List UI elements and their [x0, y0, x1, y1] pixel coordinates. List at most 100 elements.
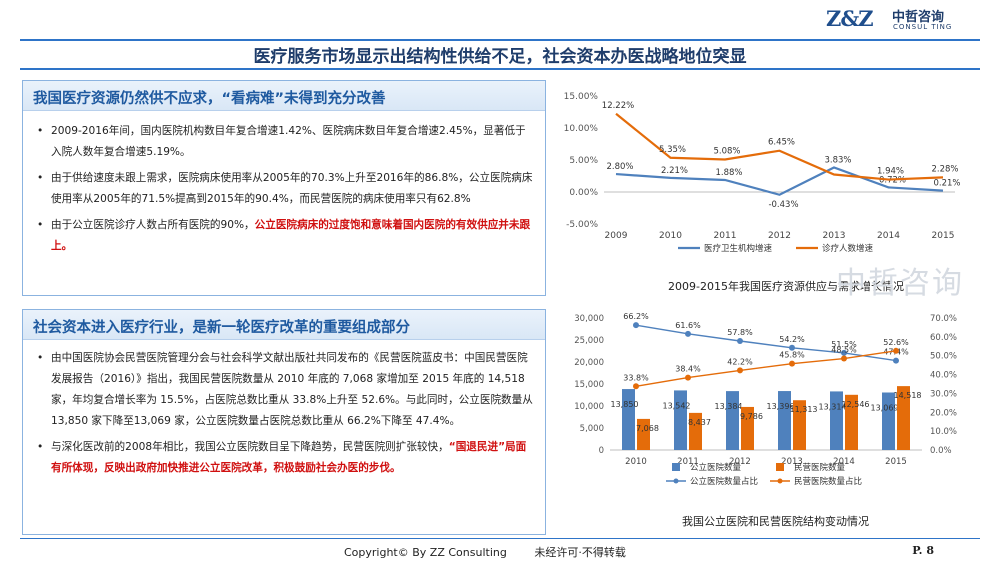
- section-social-capital: 社会资本进入医疗行业，是新一轮医疗改革的重要组成部分 由中国医院协会民营医院管理…: [22, 309, 546, 535]
- bullet-text: 与深化医改前的2008年相比，我国公立医院数目呈下降趋势，民营医院则扩张较快，: [51, 441, 449, 453]
- public-hospital-bar: [726, 391, 739, 450]
- share-value-label: 42.2%: [727, 357, 753, 366]
- share-point: [893, 357, 899, 364]
- bullet-list: 由中国医院协会民营医院管理分会与社会科学文献出版社共同发布的《民营医院蓝皮书：中…: [37, 348, 535, 484]
- share-value-label: 33.8%: [623, 373, 649, 382]
- share-value-label: 51.5%: [831, 340, 857, 349]
- share-value-label: 54.2%: [779, 335, 805, 344]
- bullet-highlight: “国退民进”局面有所体现，反映出政府加快推进公立医院改革，积极鼓励社会办医的步伐…: [51, 441, 527, 474]
- x-tick-label: 2014: [877, 231, 900, 241]
- footer: Copyright© By ZZ Consulting 未经许可·不得转载: [344, 544, 626, 560]
- bar-value-label: 11,313: [790, 405, 818, 414]
- y-tick-label: 25,000: [574, 336, 604, 346]
- share-value-label: 38.4%: [675, 365, 701, 374]
- growth-line-chart: 15.00% 10.00% 5.00% 0.00% -5.00% 2009 2010 2011…: [560, 84, 980, 269]
- bar-value-label: 13,069: [871, 403, 899, 412]
- copyright: Copyright© By ZZ Consulting: [344, 546, 507, 559]
- x-tick-label: 2010: [659, 231, 682, 241]
- private-hospital-bar: [897, 386, 910, 450]
- bar-value-label: 13,396: [767, 402, 795, 411]
- legend-label: 公立医院数量: [690, 462, 742, 473]
- y2-tick-label: 40.0%: [930, 371, 957, 381]
- y2-tick-label: 70.0%: [930, 314, 957, 324]
- bar-value-label: 13,384: [715, 402, 743, 411]
- public-share-line: [635, 324, 897, 362]
- data-label: 3.83%: [824, 155, 851, 165]
- footer-divider: [20, 538, 980, 539]
- y-tick-label: 15,000: [574, 380, 604, 390]
- y2-tick-label: 60.0%: [930, 333, 957, 343]
- data-label: 5.35%: [659, 145, 686, 155]
- bar-value-label: 9,786: [740, 412, 763, 421]
- y-tick-label: 15.00%: [564, 92, 599, 102]
- share-point: [633, 383, 639, 390]
- bullet-item: 由于公立医院诊疗人数占所有医院的90%，公立医院病床的过度饱和意味着国内医院的有…: [37, 215, 535, 257]
- data-label: 2.80%: [606, 162, 633, 172]
- x-tick-label: 2012: [729, 457, 751, 467]
- copy-notice: 未经许可·不得转载: [534, 546, 626, 559]
- bullet-item: 由中国医院协会民营医院管理分会与社会科学文献出版社共同发布的《民营医院蓝皮书：中…: [37, 348, 535, 432]
- bullet-text: 由于公立医院诊疗人数占所有医院的90%，: [51, 219, 255, 231]
- private-hospital-bar: [845, 394, 858, 450]
- x-tick-label: 2015: [885, 457, 907, 467]
- y-tick-label: 10,000: [574, 402, 604, 412]
- bullet-text: 2009-2016年间，国内医院机构数目年复合增速1.42%、医院病床数目年复合…: [51, 125, 526, 158]
- data-label: -0.43%: [768, 200, 798, 210]
- share-value-label: 61.6%: [675, 321, 701, 330]
- share-point: [893, 347, 899, 354]
- chart-caption: 我国公立医院和民营医院结构变动情况: [682, 515, 869, 528]
- share-point: [841, 355, 847, 362]
- bar-value-label: 7,068: [636, 424, 659, 433]
- section-heading: 我国医疗资源仍然供不应求，“看病难”未得到充分改善: [33, 91, 386, 107]
- data-label: 2.21%: [661, 166, 688, 176]
- y-tick-label: 0.00%: [569, 188, 598, 198]
- section-heading-bar: 我国医疗资源仍然供不应求，“看病难”未得到充分改善: [23, 81, 545, 111]
- public-hospital-bar: [622, 389, 635, 450]
- private-hospital-bar: [637, 418, 650, 450]
- legend-label: 民营医院数量: [794, 462, 846, 473]
- public-hospital-bar: [674, 390, 687, 450]
- bar-value-label: 12,546: [842, 400, 870, 409]
- page-title: 医疗服务市场显示出结构性供给不足，社会资本办医战略地位突显: [253, 47, 747, 67]
- brand-mark: Z&Z: [826, 6, 874, 31]
- public-hospital-bar: [882, 392, 895, 450]
- y-tick-label: 10.00%: [564, 124, 599, 134]
- bar-value-label: 8,437: [688, 418, 711, 427]
- private-share-line: [635, 350, 897, 387]
- bullet-list: 2009-2016年间，国内医院机构数目年复合增速1.42%、医院病床数目年复合…: [37, 121, 535, 262]
- legend-label: 民营医院数量占比: [794, 476, 862, 487]
- section-supply-demand: 我国医疗资源仍然供不应求，“看病难”未得到充分改善 2009-2016年间，国内…: [22, 80, 546, 296]
- bar-value-label: 13,850: [611, 400, 639, 409]
- y2-tick-label: 10.0%: [930, 427, 957, 437]
- private-hospital-bar: [741, 406, 754, 450]
- share-point: [633, 322, 639, 329]
- bar-value-label: 13,542: [663, 401, 691, 410]
- share-point: [685, 330, 691, 337]
- share-point: [737, 367, 743, 374]
- share-point: [685, 374, 691, 381]
- growth-line-chart-svg: 15.00% 10.00% 5.00% 0.00% -5.00% 2009 2010 2011…: [564, 92, 961, 254]
- legend-label: 医疗卫生机构增速: [704, 243, 773, 254]
- public-hospital-bar: [830, 391, 843, 450]
- y2-tick-label: 20.0%: [930, 408, 957, 418]
- private-hospital-bar: [793, 400, 806, 450]
- share-point: [737, 338, 743, 345]
- bullet-item: 由于供给速度未跟上需求，医院病床使用率从2005年的70.3%上升至2016年的…: [37, 168, 535, 210]
- legend-swatch: [776, 463, 784, 471]
- brand-logo: Z&Z 中哲咨询 CONSUL TING: [826, 4, 986, 34]
- y2-tick-label: 50.0%: [930, 352, 957, 362]
- y2-tick-label: 30.0%: [930, 389, 957, 399]
- share-point: [789, 344, 795, 351]
- share-point: [789, 360, 795, 367]
- data-label: 5.08%: [713, 146, 740, 156]
- data-label: 1.94%: [877, 167, 904, 177]
- x-tick-label: 2011: [714, 231, 737, 241]
- bullet-item: 2009-2016年间，国内医院机构数目年复合增速1.42%、医院病床数目年复合…: [37, 121, 535, 163]
- x-tick-label: 2013: [823, 231, 846, 241]
- legend-label: 公立医院数量占比: [690, 476, 758, 487]
- x-tick-label: 2010: [625, 457, 647, 467]
- page-number: P. 8: [912, 544, 934, 557]
- legend-label: 诊疗人数增速: [822, 243, 874, 254]
- share-point: [841, 349, 847, 356]
- title-divider-bottom: [20, 68, 980, 70]
